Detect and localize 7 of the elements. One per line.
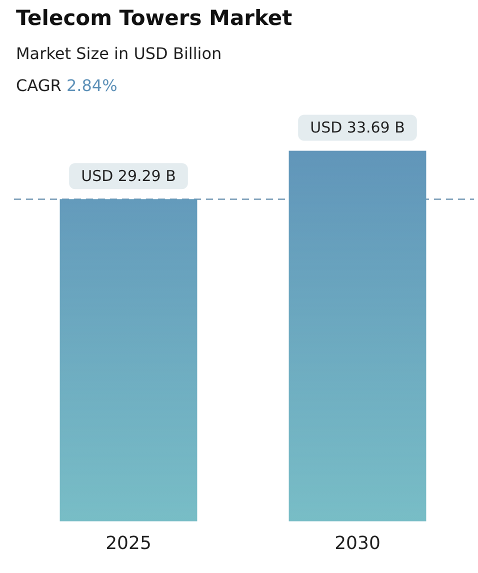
- x-tick-label: 2025: [106, 532, 152, 554]
- x-tick-label: 2030: [334, 532, 380, 554]
- text: CAGR 2.84%: [16, 76, 118, 95]
- data-label: USD 33.69 B: [310, 118, 405, 137]
- chart-subtitle: Market Size in USD Billion: [16, 44, 222, 63]
- data-label: USD 29.29 B: [81, 167, 176, 186]
- chart-title: Telecom Towers Market: [16, 6, 292, 30]
